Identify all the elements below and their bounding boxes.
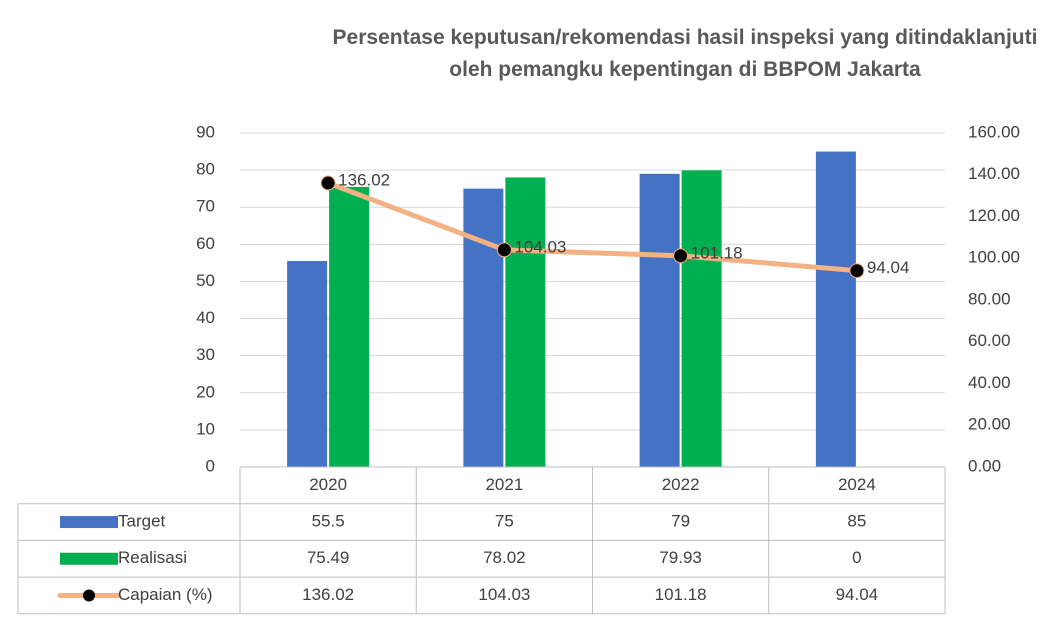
table-value: 55.5 [312, 512, 345, 531]
y2-tick-label: 20.00 [968, 415, 1011, 434]
line-marker [496, 242, 512, 258]
y-tick-label: 90 [196, 122, 215, 141]
table-value: 101.18 [655, 585, 707, 604]
line-series [327, 180, 858, 274]
y-tick-label: 60 [196, 234, 215, 253]
y2-tick-label: 0.00 [968, 456, 1001, 475]
legend-marker [83, 589, 95, 602]
table-value: 85 [847, 512, 866, 531]
bar [681, 170, 722, 467]
table-value: 75 [495, 512, 514, 531]
y2-tick-label: 120.00 [968, 206, 1020, 225]
table-value: 78.02 [483, 548, 526, 567]
bar [329, 186, 370, 468]
table-value: 0 [852, 548, 861, 567]
table-value: 75.49 [307, 548, 350, 567]
y-tick-label: 50 [196, 271, 215, 290]
table-value: 79.93 [659, 548, 702, 567]
bar [815, 151, 856, 468]
y-tick-label: 80 [196, 160, 215, 179]
bar [505, 177, 546, 467]
y2-tick-label: 80.00 [968, 289, 1011, 308]
data-label: 104.03 [514, 237, 566, 256]
legend-label: Capaian (%) [118, 585, 213, 604]
y2-tick-label: 140.00 [968, 164, 1020, 183]
table-value: 79 [671, 512, 690, 531]
data-label: 94.04 [867, 258, 910, 277]
legend-label: Realisasi [118, 548, 187, 567]
chart-title: Persentase keputusan/rekomendasi hasil i… [332, 26, 1038, 81]
y2-tick-label: 40.00 [968, 373, 1011, 392]
line-marker [673, 248, 689, 264]
y2-tick-label: 160.00 [968, 122, 1020, 141]
legend-swatch [60, 552, 118, 565]
y-tick-label: 70 [196, 197, 215, 216]
x-tick-label: 2020 [309, 475, 347, 494]
y-tick-label: 20 [196, 382, 215, 401]
table-value: 104.03 [478, 585, 530, 604]
line-marker [320, 175, 336, 191]
table-value: 136.02 [302, 585, 354, 604]
bar [287, 261, 328, 467]
y2-tick-label: 100.00 [968, 248, 1020, 267]
data-label: 101.18 [691, 243, 743, 262]
x-tick-label: 2022 [662, 475, 700, 494]
x-tick-label: 2021 [485, 475, 523, 494]
y-tick-label: 30 [196, 345, 215, 364]
bar [463, 188, 504, 467]
bar [639, 173, 680, 468]
table-value: 94.04 [836, 585, 879, 604]
x-tick-label: 2024 [838, 475, 876, 494]
legend-swatch [60, 516, 118, 529]
legend-label: Target [118, 512, 166, 531]
y-tick-label: 0 [206, 456, 215, 475]
line-marker [849, 263, 865, 279]
y-tick-label: 10 [196, 419, 215, 438]
y2-tick-label: 60.00 [968, 331, 1011, 350]
y-tick-label: 40 [196, 308, 215, 327]
data-label: 136.02 [338, 171, 390, 190]
